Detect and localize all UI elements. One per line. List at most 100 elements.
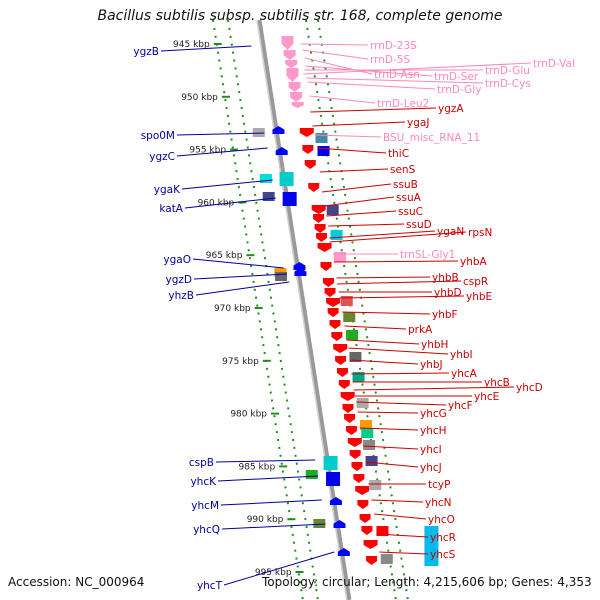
forward-gene-arrow bbox=[311, 205, 326, 214]
leader-line bbox=[192, 258, 284, 269]
leader-line bbox=[348, 347, 449, 355]
leader-line bbox=[302, 49, 369, 60]
leader-line bbox=[328, 223, 405, 227]
trnd-val-label: trnD-Val bbox=[533, 58, 575, 70]
yhch-label: yhcH bbox=[420, 425, 447, 437]
leader-line bbox=[312, 121, 406, 127]
kbp-label: 965 kbp bbox=[206, 251, 243, 261]
feature-block bbox=[323, 456, 338, 470]
leader-line bbox=[321, 183, 392, 193]
forward-gene-arrow bbox=[314, 224, 326, 233]
leader-line bbox=[363, 445, 419, 450]
bsu_misc_rna_11-label: BSU_misc_RNA_11 bbox=[383, 132, 480, 144]
trnd-leu2-label: trnD-Leu2 bbox=[377, 98, 429, 110]
yhzb-label: yhzB bbox=[168, 290, 194, 302]
tcyp-label: tcyP bbox=[428, 479, 450, 491]
yhbd-label: yhbD bbox=[434, 287, 462, 299]
leader-line bbox=[326, 210, 397, 217]
yhbb-label: yhbB bbox=[432, 272, 459, 284]
forward-gene-arrow bbox=[299, 128, 314, 137]
leader-line bbox=[346, 339, 420, 345]
forward-gene-arrow bbox=[320, 262, 332, 271]
reverse-gene-labels: ygzB spo0M ygzC ygaK katA ygaO ygzD yhzB cspB yhc… bbox=[133, 45, 335, 592]
feature-block bbox=[340, 296, 353, 306]
kbp-label: 995 kbp bbox=[255, 568, 292, 578]
leader-line bbox=[319, 168, 389, 173]
ygak-label: ygaK bbox=[154, 184, 181, 196]
leader-line bbox=[176, 147, 268, 157]
forward-gene-arrow bbox=[304, 160, 316, 169]
yhce-label: yhcE bbox=[474, 391, 499, 403]
feature-block bbox=[317, 146, 330, 156]
leader-line bbox=[339, 295, 465, 299]
feature-block bbox=[279, 172, 294, 186]
feature-block bbox=[326, 205, 339, 215]
forward-gene-arrow bbox=[324, 288, 336, 297]
ssua-label: ssuA bbox=[396, 192, 422, 204]
leader-line bbox=[337, 280, 462, 285]
forward-gene-arrow bbox=[353, 474, 365, 483]
forward-gene-arrow bbox=[336, 368, 348, 377]
leader-line bbox=[336, 276, 431, 279]
kbp-label: 990 kbp bbox=[247, 515, 284, 525]
forward-gene-arrow bbox=[317, 243, 332, 252]
leader-line bbox=[360, 427, 419, 431]
forward-gene-arrow bbox=[291, 102, 304, 108]
spo0m-label: spo0M bbox=[141, 130, 175, 142]
feature-block bbox=[275, 272, 288, 281]
forward-gene-arrow bbox=[340, 392, 355, 401]
reverse-scale-rail bbox=[212, 19, 304, 600]
forward-gene-arrow bbox=[288, 82, 301, 92]
feature-block bbox=[330, 230, 343, 240]
leader-line bbox=[160, 45, 252, 52]
forward-gene-arrow bbox=[342, 404, 354, 413]
yhcb-label: yhcB bbox=[484, 377, 510, 389]
forward-gene-arrow bbox=[326, 298, 341, 307]
feature-block bbox=[361, 428, 374, 438]
yhcf-label: yhcF bbox=[448, 400, 473, 412]
topology-label: Topology: circular; Length: 4,215,606 bp… bbox=[262, 575, 592, 589]
leader-line bbox=[223, 551, 335, 586]
forward-gene-arrow bbox=[363, 540, 378, 549]
accession-label: Accession: NC_000964 bbox=[8, 575, 145, 589]
leader-line bbox=[300, 43, 369, 46]
reverse-gene-arrow bbox=[333, 520, 346, 528]
forward-inner-rail bbox=[305, 19, 397, 600]
thic-label: thiC bbox=[388, 148, 409, 160]
leader-line bbox=[221, 523, 326, 530]
leader-line bbox=[314, 134, 382, 138]
forward-gene-arrow bbox=[347, 438, 362, 447]
forward-gene-arrow bbox=[308, 183, 320, 192]
feature-block bbox=[360, 420, 372, 430]
yhcs-label: yhcS bbox=[430, 549, 456, 561]
forward-gene-arrow bbox=[366, 556, 378, 565]
forward-gene-arrow bbox=[286, 68, 299, 82]
cspb-label: cspB bbox=[189, 457, 214, 469]
scale-rails bbox=[212, 19, 409, 600]
ssub-label: ssuB bbox=[393, 179, 418, 191]
leader-line bbox=[344, 325, 407, 330]
forward-gene-arrow bbox=[357, 500, 369, 509]
yhcm-label: yhcM bbox=[191, 500, 219, 512]
ygza-label: ygzA bbox=[438, 103, 464, 115]
leader-line bbox=[353, 386, 515, 391]
ygzd-label: ygzD bbox=[166, 274, 192, 286]
feature-block bbox=[369, 480, 382, 490]
forward-gene-arrow bbox=[322, 278, 334, 287]
feature-block bbox=[282, 192, 297, 206]
forward-scale-rail bbox=[317, 19, 409, 600]
reverse-gene-arrow bbox=[272, 126, 285, 134]
kbp-scale: 945 kbp 950 kbp 955 kbp 960 kbp 965 kbp 970 k… bbox=[173, 40, 304, 578]
forward-gene-arrow bbox=[338, 380, 350, 389]
leader-line bbox=[217, 475, 319, 482]
yhbh-label: yhbH bbox=[421, 339, 448, 351]
forward-gene-arrow bbox=[333, 344, 348, 353]
forward-gene-arrow bbox=[290, 92, 303, 102]
leader-line bbox=[181, 179, 273, 190]
ygzb-label: ygzB bbox=[133, 46, 159, 58]
trnd-glu-label: trnD-Glu bbox=[485, 65, 530, 77]
forward-gene-arrow bbox=[361, 526, 373, 535]
sens-label: senS bbox=[390, 164, 416, 176]
